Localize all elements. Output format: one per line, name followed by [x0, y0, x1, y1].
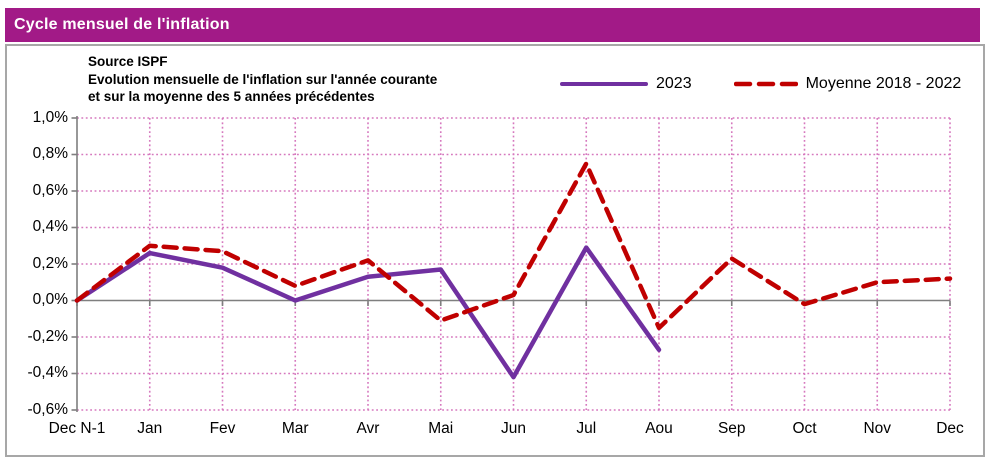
y-tick-label: -0,6% — [27, 400, 69, 418]
chart-subtitle-block: Source ISPF Evolution mensuelle de l'inf… — [88, 53, 437, 106]
x-tick-label: Dec N-1 — [48, 420, 106, 437]
x-tick-label: Fev — [209, 420, 236, 437]
x-tick-label: Nov — [863, 420, 892, 437]
legend: 2023 Moyenne 2018 - 2022 — [560, 75, 961, 93]
y-tick-label: 0,0% — [32, 291, 68, 308]
x-tick-label: Oct — [792, 420, 817, 437]
x-tick-label: Jul — [576, 420, 597, 437]
y-tick-label: -0,2% — [27, 327, 69, 345]
legend-item-2023: 2023 — [560, 75, 692, 93]
y-tick-label: 0,6% — [32, 181, 68, 199]
x-tick-label: Aou — [645, 420, 673, 437]
dashed-line-swatch-icon — [733, 81, 798, 87]
source-label: Source ISPF — [88, 54, 168, 69]
series-line-2023 — [74, 245, 662, 380]
y-tick-label: 1,0% — [32, 108, 68, 126]
subtitle-line-1: Evolution mensuelle de l'inflation sur l… — [88, 71, 438, 87]
x-tick-label: Mai — [428, 420, 454, 437]
y-tick-label: -0,4% — [27, 364, 69, 381]
x-tick-label: Sep — [717, 420, 746, 437]
data-series — [74, 161, 953, 380]
x-tick-label: Avr — [356, 420, 380, 437]
x-tick-label: Dec — [936, 420, 964, 437]
page-title: Cycle mensuel de l'inflation — [14, 16, 230, 33]
y-tick-label: 0,8% — [32, 145, 68, 162]
legend-label-moyenne: Moyenne 2018 - 2022 — [805, 75, 962, 92]
subtitle-line-2: et sur la moyenne des 5 années précédent… — [88, 89, 375, 104]
chart-container — [5, 44, 985, 457]
legend-label-2023: 2023 — [656, 75, 692, 92]
legend-item-moyenne: Moyenne 2018 - 2022 — [733, 75, 962, 93]
chart-title-bar: Cycle mensuel de l'inflation — [5, 8, 980, 42]
series-line-moyenne-2018-2022 — [74, 161, 953, 331]
y-tick-label: 0,2% — [32, 254, 68, 272]
solid-line-swatch-icon — [560, 82, 648, 86]
x-tick-label: Jan — [137, 420, 163, 437]
y-tick-label: 0,4% — [32, 218, 68, 235]
x-tick-label: Jun — [501, 420, 526, 437]
x-tick-label: Mar — [281, 420, 309, 437]
